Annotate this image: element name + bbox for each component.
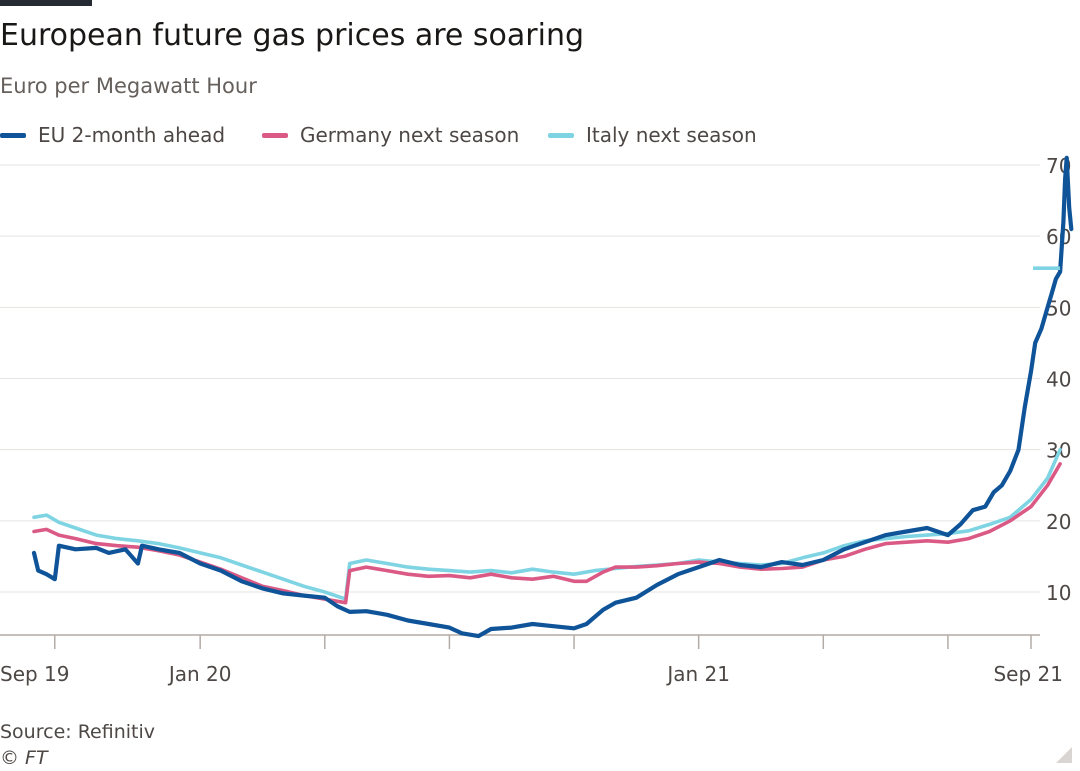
legend: EU 2-month ahead Germany next season Ita… (0, 123, 1080, 151)
legend-item-italy: Italy next season (548, 123, 757, 147)
chart-subtitle: Euro per Megawatt Hour (0, 74, 257, 98)
source-note: Source: Refinitiv (0, 721, 155, 743)
legend-swatch-italy (548, 132, 574, 138)
y-tick-label-10: 10 (1046, 581, 1071, 605)
y-tick-label-60: 60 (1046, 225, 1071, 249)
legend-label-eu: EU 2-month ahead (38, 123, 226, 147)
x-tick-label-1: Jan 20 (167, 662, 232, 686)
legend-label-germany: Germany next season (300, 123, 520, 147)
series-line-eu (31, 155, 1074, 639)
x-tick-label-0: Sep 19 (0, 662, 70, 686)
legend-swatch-germany (262, 132, 288, 138)
y-tick-label-40: 40 (1046, 368, 1071, 392)
legend-swatch-eu (0, 132, 26, 138)
legend-item-germany: Germany next season (262, 123, 519, 147)
legend-label-italy: Italy next season (586, 123, 757, 147)
series-line-italy (32, 447, 1062, 601)
corner-decoration (1056, 747, 1072, 763)
y-tick-label-20: 20 (1046, 510, 1071, 534)
top-accent-bar (0, 0, 92, 6)
x-tick-label-2: Jan 21 (665, 662, 730, 686)
credit-note: © FT (0, 747, 48, 769)
x-tick-label-3: Sep 21 (993, 662, 1063, 686)
chart-title: European future gas prices are soaring (0, 18, 585, 53)
legend-item-eu: EU 2-month ahead (0, 123, 225, 147)
